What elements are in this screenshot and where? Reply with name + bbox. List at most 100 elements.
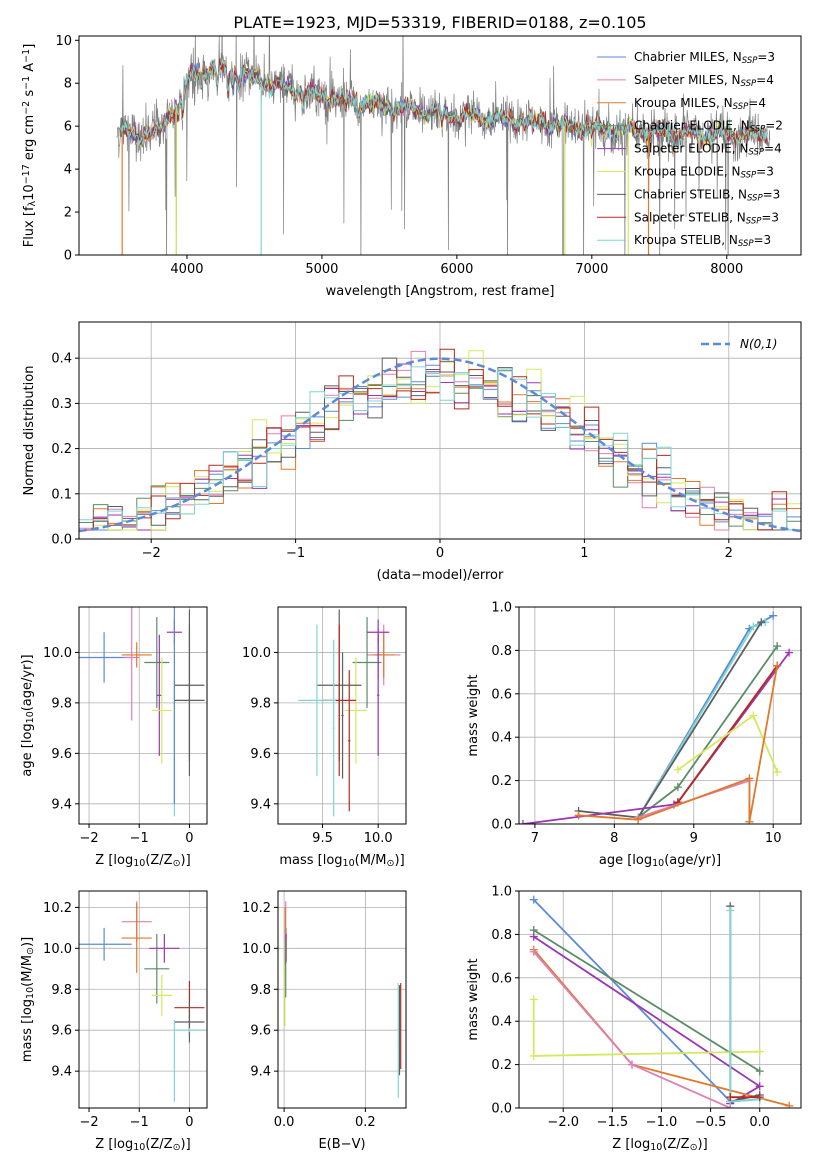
plus-marker xyxy=(785,648,794,657)
x-tick-label: 7000 xyxy=(575,262,608,277)
x-tick-label: 10.0 xyxy=(364,831,393,846)
massweight-vs-Z-frame xyxy=(518,890,802,1109)
y-tick-label: 10.0 xyxy=(242,942,271,957)
age-vs-Z-plot-area xyxy=(79,607,205,817)
x-tick-label: 4000 xyxy=(170,262,203,277)
y-tick-label: 1.0 xyxy=(491,885,512,900)
y-tick-label: 0 xyxy=(64,249,72,264)
legend-label: N(0,1) xyxy=(740,337,777,351)
plus-marker xyxy=(755,1067,764,1076)
massweight-vs-age-frame xyxy=(518,606,802,825)
x-tick-label: −1.5 xyxy=(597,1115,629,1130)
plus-marker xyxy=(673,783,682,792)
plus-marker xyxy=(755,1093,764,1102)
y-tick-label: 9.8 xyxy=(250,696,271,711)
age-vs-Z-xlabel: Z [log10(Z/Z⊙)] xyxy=(95,853,190,869)
y-tick-label: 0.8 xyxy=(491,928,512,943)
mass-vs-Z-plot-area xyxy=(79,901,205,1102)
age-vs-mass-panel: 9.5 10.0 9.4 9.6 9.8 10.0 mass [log10(M/M⊙)] xyxy=(242,606,407,869)
x-tick-label: 0.2 xyxy=(355,1115,376,1130)
spectrum-model-line xyxy=(119,59,768,147)
mass-weight-line xyxy=(729,906,760,1103)
mass-vs-EBV-frame xyxy=(277,890,407,1109)
age-vs-Z-ylabel: age [log10(age/yr)] xyxy=(20,654,36,776)
legend-label: Kroupa ELODIE, NSSP=3 xyxy=(634,165,774,181)
y-tick-label: 9.6 xyxy=(250,747,271,762)
x-tick-label: 0.0 xyxy=(749,1115,770,1130)
plus-marker xyxy=(785,1101,794,1108)
x-tick-label: −1.0 xyxy=(646,1115,678,1130)
legend-label: Salpeter STELIB, NSSP=3 xyxy=(634,210,779,226)
plus-marker xyxy=(726,906,735,915)
plus-marker xyxy=(726,1093,735,1102)
age-vs-mass-xlabel: mass [log10(M/M⊙)] xyxy=(279,853,404,869)
y-tick-label: 9.8 xyxy=(250,983,271,998)
y-tick-label: 9.8 xyxy=(51,696,72,711)
plus-marker xyxy=(757,618,766,627)
y-tick-label: 0.0 xyxy=(491,818,512,833)
x-tick-label: 9.5 xyxy=(312,831,333,846)
plus-marker xyxy=(529,895,538,904)
mass-vs-Z-panel: −2 −1 0 9.4 9.6 9.8 10.0 10.2 Z [log10(Z/Z⊙)] mas… xyxy=(20,890,208,1153)
y-tick-label: 9.4 xyxy=(250,1065,271,1080)
y-tick-label: 9.6 xyxy=(51,1024,72,1039)
legend-label: Salpeter ELODIE, NSSP=4 xyxy=(634,142,782,158)
massweight-vs-age-ylabel: mass weight xyxy=(466,674,481,756)
x-tick-label: −1 xyxy=(286,546,305,561)
legend-label: Salpeter MILES, NSSP=4 xyxy=(634,73,774,89)
legend-label: Kroupa STELIB, NSSP=3 xyxy=(634,233,771,249)
y-tick-label: 0.3 xyxy=(51,397,72,412)
age-vs-mass-plot-area xyxy=(298,609,401,817)
mass-weight-line xyxy=(637,645,778,819)
spectrum-xlabel: wavelength [Angstrom, rest frame] xyxy=(326,284,555,299)
y-tick-label: 9.6 xyxy=(250,1024,271,1039)
y-tick-label: 10.0 xyxy=(43,942,72,957)
massweight-vs-Z-panel: −2.0 −1.5 −1.0 −0.5 0.0 0.0 0.2 0.4 0.6 0.8 1.0 Z [… xyxy=(466,885,802,1153)
y-tick-label: 8 xyxy=(64,77,72,92)
x-tick-label: −1 xyxy=(130,1115,149,1130)
y-tick-label: 0.4 xyxy=(491,731,512,746)
plus-marker xyxy=(755,1047,764,1056)
x-tick-label: 10 xyxy=(765,831,782,846)
mass-vs-EBV-plot-area xyxy=(284,901,402,1098)
x-tick-label: −2.0 xyxy=(547,1115,579,1130)
y-tick-label: 9.4 xyxy=(250,797,271,812)
mass-weight-line xyxy=(729,910,760,1103)
plus-marker xyxy=(519,820,527,824)
y-tick-label: 2 xyxy=(64,206,72,221)
plus-marker xyxy=(634,815,643,824)
spectrum-ylabel: Flux [fλ10−17 erg cm−2 s−1 A−1] xyxy=(21,44,38,248)
x-tick-label: −2 xyxy=(79,831,98,846)
mass-vs-Z-frame xyxy=(78,890,208,1109)
plus-marker xyxy=(749,711,758,720)
plus-marker xyxy=(574,811,583,820)
x-tick-label: −2 xyxy=(79,1115,98,1130)
mass-weight-line xyxy=(533,929,761,1072)
plus-marker xyxy=(673,765,682,774)
y-tick-label: 9.6 xyxy=(51,747,72,762)
x-tick-label: −2 xyxy=(142,546,161,561)
plus-marker xyxy=(627,1060,636,1069)
y-tick-label: 1.0 xyxy=(491,601,512,616)
y-tick-label: 10.2 xyxy=(43,901,72,916)
y-tick-label: 10.0 xyxy=(43,646,72,661)
spectrum-panel: 4000 5000 6000 7000 8000 0 2 4 6 8 10 wavelength [A… xyxy=(21,34,802,299)
residuals-panel: −2 −1 0 1 2 0.0 0.1 0.2 0.3 0.4 (data−model)/error… xyxy=(22,321,802,583)
y-tick-label: 0.6 xyxy=(491,971,512,986)
plus-marker xyxy=(745,817,754,824)
x-tick-label: 7 xyxy=(531,831,539,846)
x-tick-label: 0.0 xyxy=(274,1115,295,1130)
x-tick-label: 0 xyxy=(436,546,444,561)
y-tick-label: 0.2 xyxy=(491,774,512,789)
legend-label: Kroupa MILES, NSSP=4 xyxy=(634,96,766,112)
spectrum-frame xyxy=(78,35,802,256)
y-tick-label: 9.4 xyxy=(51,797,72,812)
massweight-vs-age-plot-area xyxy=(519,611,794,824)
spectrum-plot-area xyxy=(116,36,771,255)
massweight-vs-age-panel: 7 8 9 10 0.0 0.2 0.4 0.6 0.8 1.0 age [log10(age/yr… xyxy=(466,601,802,869)
x-tick-label: −1 xyxy=(130,831,149,846)
histogram-step-line xyxy=(79,366,801,531)
x-tick-label: 0 xyxy=(185,1115,193,1130)
y-tick-label: 0.2 xyxy=(51,442,72,457)
x-tick-label: 5000 xyxy=(305,262,338,277)
